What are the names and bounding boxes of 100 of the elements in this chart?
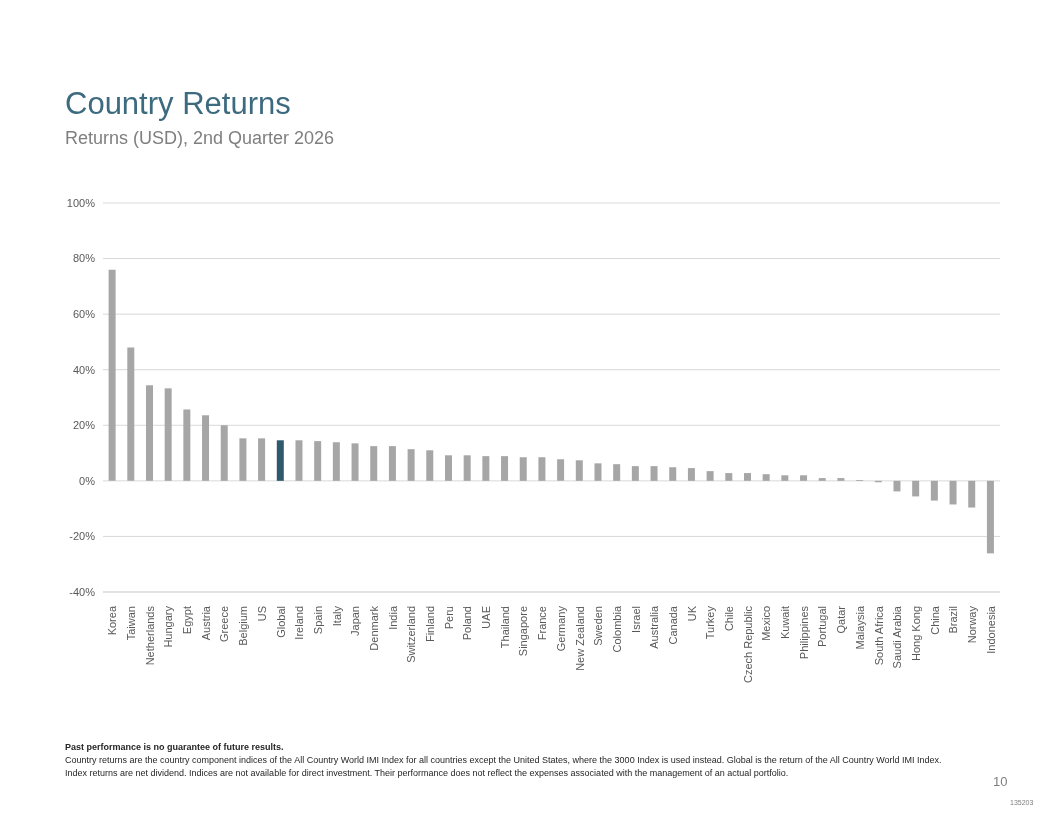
bar <box>594 463 602 481</box>
x-tick-label: Mexico <box>760 606 773 641</box>
text: 10 <box>993 774 1008 789</box>
x-tick-label: Thailand <box>498 606 511 649</box>
bar <box>949 480 957 505</box>
bar <box>220 425 228 481</box>
x-tick-label: Poland <box>461 606 474 641</box>
x-tick-label: Greece <box>218 606 231 643</box>
x-tick-label: Portugal <box>816 606 829 647</box>
bar <box>164 388 172 481</box>
bar <box>108 269 116 481</box>
bar <box>725 473 733 481</box>
bar <box>800 475 808 481</box>
bar <box>575 460 583 481</box>
bar <box>968 480 976 508</box>
x-tick-label: Italy <box>330 605 343 627</box>
bar <box>202 415 210 481</box>
x-tick-label: Canada <box>666 605 679 645</box>
x-tick-label: Qatar <box>835 605 848 634</box>
text: Country returns are the country component indices of the All Country World IMI Index for all countries except the United States, where the 3000 Index is used instead. Global is the return of the All Country World IMI Index. Index returns are net dividend. Indices are not available for direct investment. Their performance does not reflect the expenses associated with the management of an actual portfolio. <box>65 754 943 780</box>
x-tick-label: Global <box>274 606 287 638</box>
x-tick-label: Egypt <box>181 606 194 635</box>
bar <box>912 480 920 497</box>
y-tick-label: 40% <box>72 363 96 376</box>
x-tick-label: Czech Republic <box>741 605 754 684</box>
x-tick-label: Indonesia <box>984 605 997 654</box>
x-tick-label: Belgium <box>237 606 250 646</box>
bar <box>687 468 695 481</box>
bar <box>837 478 845 481</box>
bar <box>332 442 340 481</box>
chart-subtitle: Returns (USD), 2nd Quarter 2026 <box>65 128 335 149</box>
bar <box>258 438 266 481</box>
bar <box>388 446 396 481</box>
x-tick-label: Hong Kong <box>909 606 922 662</box>
y-tick-label: -40% <box>69 585 96 598</box>
bar <box>781 475 789 481</box>
x-tick-label: Norway <box>965 605 978 644</box>
x-tick-label: UAE <box>480 606 493 629</box>
x-tick-label: Australia <box>648 605 661 649</box>
bar <box>538 457 546 481</box>
bar <box>893 480 901 492</box>
x-tick-label: Chile <box>723 606 736 632</box>
y-tick-label: 0% <box>79 474 96 487</box>
x-tick-label: Switzerland <box>405 606 418 663</box>
x-tick-label: Finland <box>424 606 437 643</box>
bar <box>501 456 509 481</box>
x-tick-label: Peru <box>442 606 455 630</box>
y-tick-label: 60% <box>72 308 96 321</box>
bar <box>519 457 527 481</box>
bar <box>407 449 415 481</box>
x-tick-label: South Africa <box>872 605 885 666</box>
x-tick-label: Korea <box>106 605 119 636</box>
bar <box>239 438 247 481</box>
bar <box>463 455 471 481</box>
chart-title: Country Returns <box>65 86 291 122</box>
bar <box>613 464 621 481</box>
x-tick-label: Kuwait <box>779 606 792 640</box>
x-tick-label: Germany <box>554 605 567 652</box>
y-tick-label: -20% <box>69 530 96 543</box>
x-tick-label: Spain <box>311 606 324 635</box>
bar <box>986 480 994 554</box>
bar <box>631 466 639 481</box>
x-tick-label: Israel <box>629 606 642 633</box>
x-tick-label: Ireland <box>293 606 306 640</box>
x-tick-label: Turkey <box>704 605 717 640</box>
bar <box>762 474 770 481</box>
bar <box>743 473 751 481</box>
bar <box>706 471 714 481</box>
x-tick-label: Saudi Arabia <box>891 605 904 669</box>
bar <box>482 456 490 481</box>
x-tick-label: Denmark <box>367 605 380 651</box>
bar <box>444 455 452 481</box>
x-tick-label: Austria <box>199 605 212 641</box>
x-tick-label: France <box>536 606 549 641</box>
x-tick-label: China <box>928 605 941 635</box>
bar <box>650 466 658 481</box>
x-tick-label: Philippines <box>797 605 810 660</box>
x-tick-label: Malaysia <box>853 605 866 650</box>
y-tick-label: 100% <box>66 196 96 209</box>
text: Past performance is no guarantee of future results. <box>65 741 285 754</box>
bar <box>314 441 322 481</box>
bar <box>370 446 378 481</box>
bar <box>930 480 938 501</box>
bar <box>127 347 135 481</box>
x-tick-label: New Zealand <box>573 606 586 671</box>
x-tick-label: US <box>255 606 268 622</box>
x-tick-label: India <box>386 605 399 630</box>
bar <box>145 385 153 481</box>
x-tick-label: Sweden <box>592 606 605 646</box>
x-tick-label: Japan <box>349 606 362 636</box>
y-tick-label: 80% <box>72 252 96 265</box>
bar <box>295 440 303 481</box>
x-tick-label: Colombia <box>610 605 623 653</box>
bar <box>183 409 191 481</box>
bar <box>276 440 284 481</box>
x-tick-label: Netherlands <box>143 605 156 666</box>
bar <box>669 467 677 481</box>
x-tick-label: Brazil <box>947 606 960 634</box>
x-tick-label: Taiwan <box>125 606 138 641</box>
bar <box>818 478 826 481</box>
